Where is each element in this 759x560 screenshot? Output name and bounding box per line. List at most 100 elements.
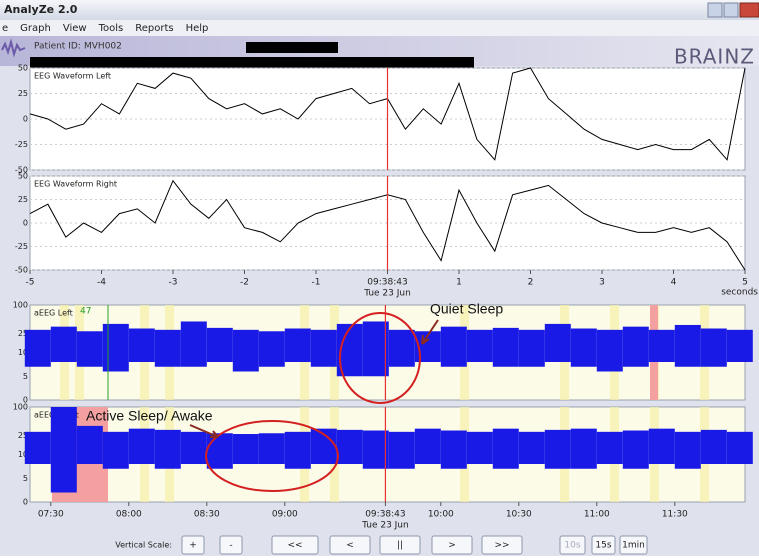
y-tick-label: 10 (18, 348, 28, 357)
aeeg-band (284, 431, 311, 469)
menu-item[interactable]: Help (186, 23, 209, 34)
button-label[interactable]: 10s (564, 541, 580, 551)
logo-wave (1, 38, 26, 58)
y-tick-label: 10 (18, 450, 28, 459)
button[interactable] (431, 535, 473, 555)
patient-label: Patient ID: (34, 42, 81, 52)
button[interactable] (379, 535, 421, 555)
button-label[interactable]: < (346, 541, 354, 551)
panel-title: aEEG Left (34, 309, 73, 318)
aeeg-band (50, 407, 77, 493)
aeeg-band (596, 431, 623, 464)
button-label[interactable]: >> (494, 541, 509, 551)
aeeg-band (180, 321, 207, 367)
button-label[interactable]: << (287, 541, 302, 551)
y-tick-label: -25 (15, 242, 28, 251)
aeeg-band (336, 429, 363, 464)
menu-item[interactable]: Reports (135, 23, 173, 34)
y-tick-label: 25 (18, 431, 28, 440)
x-tick-label: 09:00 (272, 510, 298, 520)
aeeg-band (440, 326, 467, 367)
button[interactable] (481, 535, 523, 555)
patient-id: MVH002 (84, 42, 122, 52)
x-tick-label: 11:00 (584, 510, 610, 520)
aeeg-band (258, 433, 285, 464)
button-label[interactable]: > (448, 541, 456, 551)
aeeg-band (674, 431, 701, 469)
button[interactable] (181, 535, 205, 555)
aeeg-band (440, 430, 467, 469)
aeeg-band (180, 431, 207, 464)
arrow (189, 424, 219, 438)
aeeg-band (258, 331, 285, 367)
aeeg-band (622, 326, 649, 367)
menu-item[interactable]: Graph (20, 23, 51, 34)
aeeg-band (128, 328, 155, 362)
y-tick-label: 0 (23, 498, 28, 507)
y-tick-label: 0 (23, 396, 28, 405)
y-tick-label: 50 (18, 64, 28, 73)
aeeg-band (232, 434, 259, 464)
x-tick-label: 4 (671, 278, 677, 288)
marker-label: 47 (80, 307, 91, 317)
y-tick-label: 0 (23, 219, 28, 228)
annotation: Active Sleep/ Awake (86, 408, 213, 424)
annotation: Quiet Sleep (430, 301, 503, 317)
aeeg-band (544, 323, 571, 362)
aeeg-band (388, 431, 415, 469)
menu-bar (0, 20, 759, 36)
x-tick-label: 08:30 (194, 510, 220, 520)
button-label[interactable]: || (397, 541, 403, 551)
x-tick-label: 09:38:43 (367, 278, 407, 288)
aeeg-band (466, 431, 493, 464)
button[interactable] (619, 535, 648, 555)
aeeg-band (388, 329, 415, 367)
maximize-button[interactable] (723, 2, 739, 18)
button-label[interactable]: + (189, 541, 197, 551)
x-tick-label: 07:30 (38, 510, 64, 520)
aeeg-band (206, 327, 233, 362)
menu-item[interactable]: View (63, 23, 87, 34)
redaction (30, 57, 474, 68)
x-tick-label: -2 (240, 278, 249, 288)
x-tick-label: 10:00 (428, 510, 454, 520)
button[interactable] (219, 535, 243, 555)
y-tick-label: 0 (23, 115, 28, 124)
y-tick-label: 25 (18, 329, 28, 338)
menu-item[interactable]: Tools (98, 23, 124, 34)
button-label[interactable]: 1min (622, 541, 645, 551)
button-label[interactable]: 15s (595, 541, 611, 551)
close-button[interactable] (739, 2, 759, 18)
aeeg-band (596, 329, 623, 372)
panel-title: EEG Waveform Left (34, 72, 111, 81)
x-tick-label: 3 (599, 278, 605, 288)
aeeg-band (154, 429, 181, 469)
aeeg-band (726, 329, 753, 362)
button-label[interactable]: - (229, 541, 232, 551)
arrow (421, 319, 439, 345)
aeeg-band (570, 328, 597, 367)
aeeg-band (518, 431, 545, 464)
y-tick-label: 50 (18, 172, 28, 181)
button[interactable] (559, 535, 586, 555)
x-tick-label: -4 (97, 278, 106, 288)
aeeg-band (700, 328, 727, 367)
aeeg-band (570, 428, 597, 469)
y-tick-label: -50 (15, 266, 28, 275)
aeeg-band (648, 428, 675, 464)
aeeg-band (76, 425, 103, 464)
aeeg-band (128, 428, 155, 464)
button[interactable] (271, 535, 319, 555)
x-tick-label: 1 (456, 278, 462, 288)
aeeg-band (102, 323, 129, 372)
aeeg-band (24, 329, 51, 367)
button[interactable] (329, 535, 371, 555)
minimize-button[interactable] (707, 2, 723, 18)
highlight-ellipse (205, 420, 339, 492)
aeeg-band (310, 329, 337, 367)
button[interactable] (591, 535, 616, 555)
y-tick-label: 25 (18, 195, 28, 204)
menu-item[interactable]: e (2, 23, 8, 34)
